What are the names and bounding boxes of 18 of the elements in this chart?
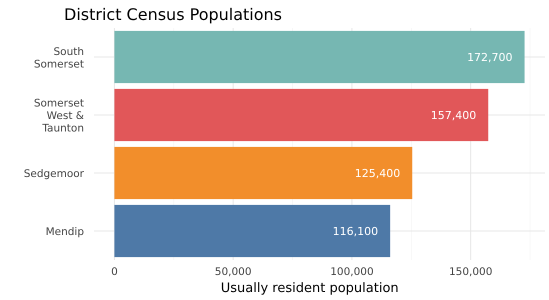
data-label: 125,400 [354, 167, 400, 180]
bar [114, 30, 525, 84]
y-tick-label: Mendip [46, 226, 84, 238]
x-tick-label: 100,000 [330, 266, 374, 278]
x-axis-title: Usually resident population [220, 281, 399, 296]
bar [114, 204, 390, 258]
x-tick-label: 150,000 [448, 266, 492, 278]
y-tick-label: Somerset West & Taunton [34, 98, 84, 134]
y-tick-label: Sedgemoor [24, 168, 85, 180]
x-tick-label: 50,000 [214, 266, 252, 278]
bar [114, 88, 488, 142]
chart-title: District Census Populations [64, 5, 282, 24]
x-tick-label: 0 [111, 266, 118, 278]
data-label: 172,700 [467, 51, 513, 64]
y-tick-label: South Somerset [34, 46, 84, 70]
data-label: 157,400 [430, 109, 476, 122]
bar [114, 146, 412, 200]
data-label: 116,100 [332, 225, 378, 238]
